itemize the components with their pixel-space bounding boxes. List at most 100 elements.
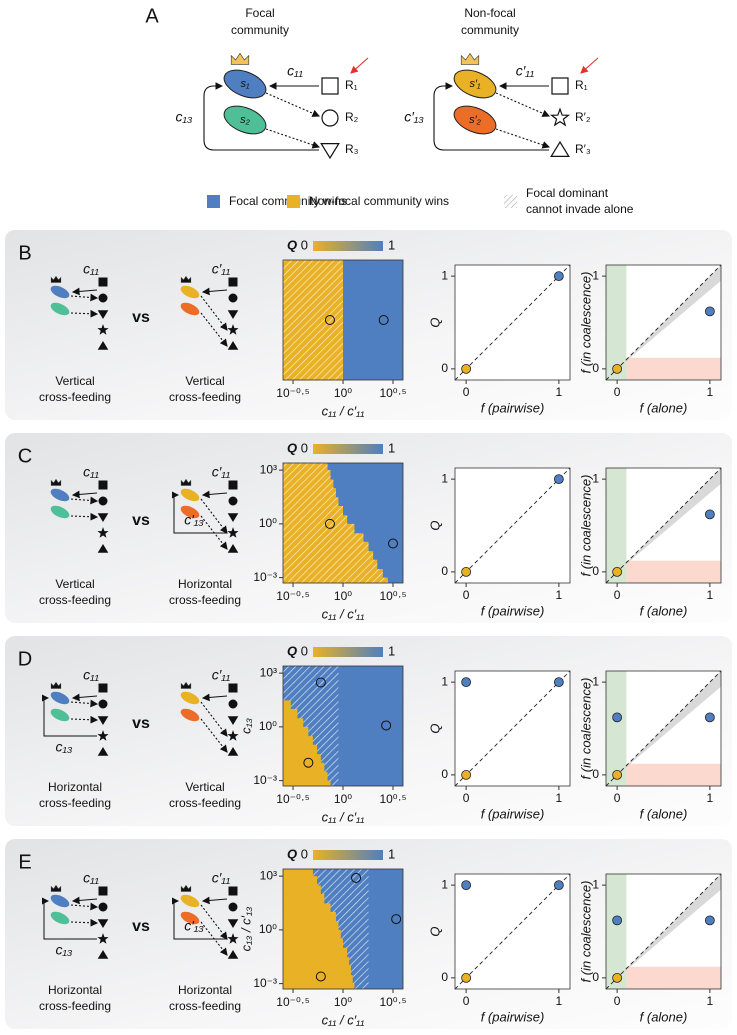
plot-frame — [454, 264, 571, 381]
x-tick-label: 10⁻⁰·⁵ — [276, 589, 309, 603]
colorbar — [313, 647, 383, 657]
hatch-region — [312, 736, 339, 746]
y-axis-label: Q — [427, 723, 442, 733]
data-point — [704, 306, 715, 317]
cross-feeding-loop — [42, 897, 97, 940]
data-point — [461, 363, 472, 374]
crown-icon — [50, 884, 62, 892]
colorbar-tick-label: 1 — [388, 643, 395, 658]
hatch-region — [297, 708, 339, 719]
data-point — [324, 315, 335, 325]
resource-icon — [97, 513, 109, 522]
identity-line — [454, 467, 571, 584]
heatmap-region — [283, 762, 325, 773]
cross-feeding-loop — [203, 82, 319, 151]
heatmap-region — [283, 911, 336, 922]
resource-icon — [97, 527, 109, 538]
y-tick-label: 0 — [441, 767, 448, 781]
species — [50, 285, 70, 299]
y-axis-label: f (in coalescence) — [578, 678, 593, 780]
legend-swatch — [207, 195, 220, 208]
y-tick-label: 10⁻³ — [253, 976, 277, 990]
hatch-region — [290, 700, 339, 710]
identity-line — [605, 264, 722, 381]
resource-icon — [550, 140, 570, 157]
data-point — [704, 915, 715, 926]
y-tick-label: 1 — [441, 268, 448, 282]
cross-feeding-loop — [42, 694, 97, 737]
hatch-region — [320, 754, 339, 764]
resource-icon — [227, 950, 239, 959]
heatmap-region — [283, 876, 318, 886]
diagram-caption: cross-feeding — [39, 796, 111, 810]
arrow — [200, 701, 228, 737]
resource-icon — [98, 886, 108, 896]
colorbar-tick-label: 1 — [388, 440, 395, 455]
arrow — [580, 57, 599, 74]
species — [453, 105, 497, 135]
data-point — [553, 271, 564, 282]
colorbar-label: Q — [287, 237, 297, 252]
heatmap-region — [283, 903, 331, 913]
diagram-caption: Horizontal — [178, 983, 232, 997]
hatch-region — [283, 463, 328, 471]
y-axis-label: Q — [427, 926, 442, 936]
hatch-region — [283, 541, 369, 552]
resource-icon — [227, 716, 239, 725]
hatch-region — [283, 577, 388, 584]
data-point — [324, 518, 335, 529]
hatch-region — [283, 479, 334, 489]
y-tick-label: 0 — [441, 970, 448, 984]
data-point — [461, 677, 472, 688]
y-tick-label: 1 — [592, 268, 599, 282]
colorbar — [313, 850, 383, 860]
data-point — [461, 769, 472, 780]
vs-label: vs — [132, 512, 150, 529]
uptake-label: c₁₁ — [287, 63, 303, 79]
heatmap-region — [283, 744, 318, 755]
uptake-label: c′₁₁ — [212, 667, 231, 683]
arrow — [200, 295, 228, 331]
data-point — [461, 880, 472, 891]
panel-label: B — [18, 242, 31, 264]
resource-icon — [228, 496, 238, 506]
cross-feeding-loop — [172, 897, 227, 940]
resource-icon — [227, 919, 239, 928]
diagram-caption: Vertical — [55, 374, 94, 388]
y-tick-label: 0 — [592, 564, 599, 578]
hatch-region — [349, 957, 369, 967]
x-tick-label: 0 — [463, 791, 470, 805]
arrow — [201, 490, 228, 499]
x-axis-label: f (alone) — [640, 603, 688, 618]
data-point — [612, 566, 623, 577]
arrow — [200, 904, 228, 940]
legend-swatch — [287, 195, 300, 208]
hatch-region — [283, 559, 378, 570]
hatch-region — [317, 876, 369, 886]
data-point — [553, 880, 564, 891]
resource-icon — [228, 886, 238, 896]
x-tick-label: 10⁰·⁵ — [379, 589, 406, 603]
vs-label: vs — [132, 918, 150, 935]
hatch-region — [283, 673, 339, 683]
diagram-caption: cross-feeding — [169, 796, 241, 810]
hatch-region — [303, 718, 339, 728]
species — [50, 894, 70, 908]
x-tick-label: 10⁰ — [334, 792, 352, 806]
community-title: community — [231, 23, 289, 37]
species-label: s₁ — [241, 78, 251, 90]
species — [180, 488, 200, 502]
species — [50, 302, 70, 316]
heatmap-region — [283, 947, 348, 958]
hatch-region — [283, 691, 339, 701]
community-title: Non-focal — [464, 6, 515, 20]
diagram-caption: cross-feeding — [39, 593, 111, 607]
resource-icon — [227, 341, 239, 350]
arrow — [201, 693, 228, 702]
resource-icon — [98, 277, 108, 287]
x-tick-label: 1 — [707, 791, 714, 805]
arrow — [71, 693, 98, 702]
x-axis-label: f (pairwise) — [481, 806, 545, 821]
x-axis-label: f (alone) — [640, 1009, 688, 1024]
